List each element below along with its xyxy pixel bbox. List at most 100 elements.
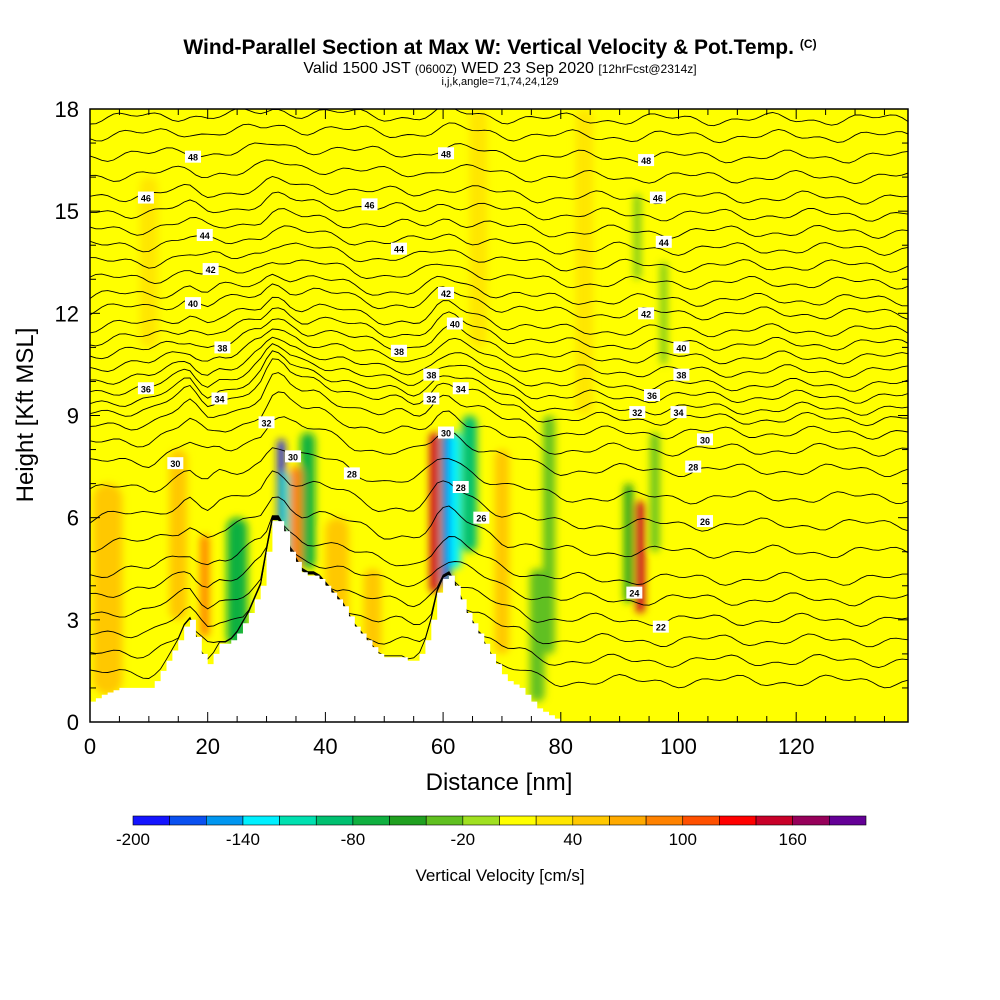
- colorbar-bin-0: [132, 815, 170, 826]
- title-copyright: (C): [799, 37, 817, 51]
- contour-label-bg-28: [285, 450, 302, 463]
- contour-label-bg-36: [626, 586, 643, 599]
- velocity-cell-7: [441, 432, 451, 586]
- contour-label-36: 24: [629, 589, 639, 599]
- contour-label-10: 42: [441, 289, 451, 299]
- contour-label-18: 38: [676, 371, 686, 381]
- contour-label-bg-29: [438, 426, 455, 439]
- contour-label-bg-8: [655, 235, 672, 248]
- contour-label-2: 48: [641, 156, 651, 166]
- contour-label-bg-11: [638, 307, 655, 320]
- isentrope-43: [90, 242, 908, 273]
- colorbar: [132, 815, 867, 826]
- y-axis-label: Height [Kft MSL]: [12, 328, 39, 503]
- isentrope-44: [90, 225, 908, 256]
- contour-label-bg-10: [438, 286, 455, 299]
- contour-label-bg-37: [652, 620, 669, 633]
- isentrope-39: [90, 296, 908, 338]
- contour-label-bg-0: [184, 150, 201, 163]
- y-tick-label-18: 18: [55, 97, 79, 122]
- x-tick-label-60: 60: [431, 734, 455, 759]
- isentrope-36: [90, 328, 908, 379]
- contour-label-bg-17: [423, 368, 440, 381]
- isentrope-48: [90, 159, 908, 185]
- velocity-cell-10: [494, 449, 510, 654]
- colorbar-labels: -200 -140 -80 -20 40 100 160: [116, 830, 807, 849]
- contour-label-bg-5: [649, 191, 666, 204]
- contour-label-bg-32: [452, 481, 469, 494]
- colorbar-bin-11: [535, 815, 574, 826]
- contour-label-34: 26: [476, 514, 486, 524]
- isentrope-26: [90, 496, 908, 559]
- x-tick-label-40: 40: [313, 734, 337, 759]
- terrain-mask: [90, 521, 567, 722]
- title-main: Wind-Parallel Section at Max W: Vertical…: [183, 36, 794, 59]
- contour-label-bg-35: [696, 515, 713, 528]
- axis-ticks: [89, 108, 908, 723]
- valid-prefix: Valid 1500 JST: [303, 60, 411, 77]
- contour-label-5: 46: [653, 194, 663, 204]
- isentrope-51: [90, 109, 908, 127]
- colorbar-bin-18: [792, 815, 830, 826]
- colorbar-bin-10: [499, 815, 537, 826]
- isentrope-46: [90, 191, 908, 222]
- colorbar-bin-19: [829, 815, 867, 826]
- contour-label-14: 40: [676, 343, 686, 353]
- contour-label-bg-34: [473, 511, 490, 524]
- contour-label-15: 38: [217, 343, 227, 353]
- contour-label-bg-6: [196, 229, 213, 242]
- contour-label-12: 40: [188, 299, 198, 309]
- contour-label-16: 38: [394, 347, 404, 357]
- colorbar-bin-6: [352, 815, 390, 826]
- colorbar-label-6: 160: [779, 830, 807, 849]
- contour-label-35: 26: [700, 517, 710, 527]
- contour-label-bg-24: [258, 416, 275, 429]
- colorbar-label-2: -80: [341, 830, 366, 849]
- colorbar-bin-8: [425, 815, 464, 826]
- contour-label-7: 44: [394, 245, 404, 255]
- colorbar-bin-4: [279, 815, 317, 826]
- isentrope-22: [90, 517, 908, 648]
- y-tick-label-3: 3: [67, 608, 79, 633]
- y-tick-label-6: 6: [67, 506, 79, 531]
- velocity-cell-23: [469, 109, 488, 348]
- isentrope-33: [90, 350, 908, 416]
- velocity-cell-14: [624, 483, 633, 603]
- isentrope-30: [90, 391, 908, 457]
- contour-label-28: 30: [288, 452, 298, 462]
- velocity-cell-15: [650, 432, 660, 552]
- contour-label-bg-30: [696, 433, 713, 446]
- colorbar-bin-1: [169, 815, 207, 826]
- isentrope-45: [90, 208, 908, 239]
- colorbar-bin-16: [719, 815, 757, 826]
- colorbar-bin-15: [682, 815, 720, 826]
- contour-label-23: 34: [673, 408, 683, 418]
- velocity-cell-17: [660, 262, 667, 365]
- contour-label-bg-4: [361, 198, 378, 211]
- isentrope-38: [90, 307, 908, 351]
- isentrope-20: [90, 519, 908, 689]
- x-axis-label: Distance [nm]: [426, 769, 573, 796]
- isentrope-50: [90, 122, 908, 144]
- contour-label-9: 42: [206, 265, 216, 275]
- contour-label-bg-19: [137, 382, 154, 395]
- potential-temperature-contours: [90, 109, 908, 689]
- velocity-cell-21: [363, 568, 382, 654]
- colorbar-bin-2: [206, 815, 244, 826]
- contour-label-37: 22: [656, 623, 666, 633]
- contour-label-32: 28: [456, 483, 466, 493]
- contour-label-bg-25: [423, 392, 440, 405]
- colorbar-label-5: 100: [669, 830, 697, 849]
- contour-label-bg-2: [638, 154, 655, 167]
- grid-indices: i,j,k,angle=71,74,24,129: [441, 76, 559, 88]
- contour-label-25: 32: [426, 394, 436, 404]
- contour-label-bg-15: [214, 341, 231, 354]
- velocity-cell-16: [634, 194, 641, 280]
- contour-label-bg-12: [184, 297, 201, 310]
- x-tick-label-20: 20: [195, 734, 219, 759]
- chart-title: Wind-Parallel Section at Max W: Vertical…: [0, 36, 1000, 60]
- contour-label-bg-21: [211, 392, 228, 405]
- isentrope-34: [90, 343, 908, 404]
- contour-label-24: 32: [262, 418, 272, 428]
